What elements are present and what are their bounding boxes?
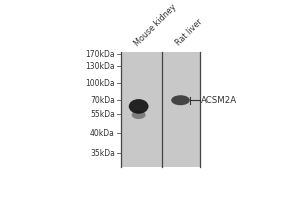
- Ellipse shape: [132, 111, 145, 119]
- Text: 70kDa: 70kDa: [90, 96, 115, 105]
- Text: ACSM2A: ACSM2A: [201, 96, 238, 105]
- Text: Mouse kidney: Mouse kidney: [132, 2, 178, 48]
- Bar: [121, 52, 200, 167]
- Text: 40kDa: 40kDa: [90, 129, 115, 138]
- Ellipse shape: [171, 95, 190, 105]
- Text: 130kDa: 130kDa: [85, 62, 115, 71]
- Text: 35kDa: 35kDa: [90, 149, 115, 158]
- Text: Rat liver: Rat liver: [174, 18, 204, 48]
- Text: 100kDa: 100kDa: [85, 79, 115, 88]
- Text: 55kDa: 55kDa: [90, 110, 115, 119]
- Text: 170kDa: 170kDa: [85, 50, 115, 59]
- Ellipse shape: [129, 99, 148, 114]
